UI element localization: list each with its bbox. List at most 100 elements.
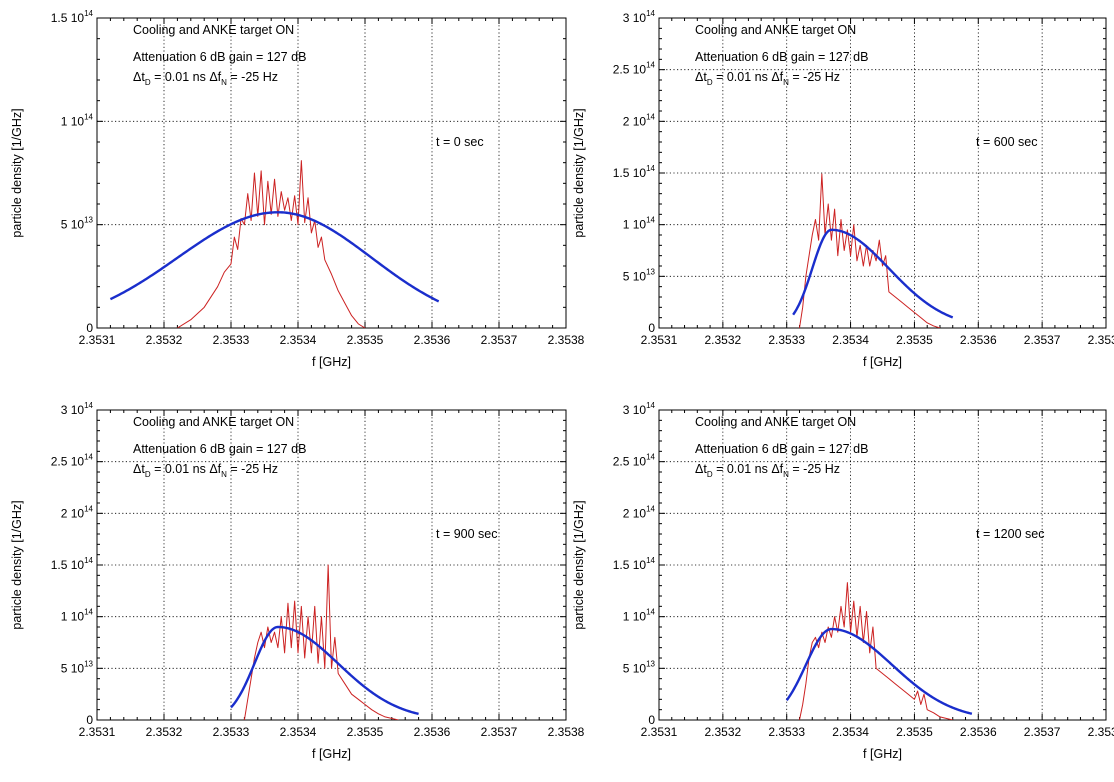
y-tick-label: 1.5 1014 xyxy=(51,9,94,25)
x-tick-label: 2.3538 xyxy=(548,333,585,347)
x-axis-label: f [GHz] xyxy=(312,747,351,761)
annotation-delays: ΔtD = 0.01 ns ΔfN = -25 Hz xyxy=(695,462,840,479)
y-tick-label: 1 1014 xyxy=(61,112,94,128)
y-tick-label: 1 1014 xyxy=(623,608,656,624)
x-tick-label: 2.3536 xyxy=(414,725,451,739)
x-axis-label: f [GHz] xyxy=(312,355,351,369)
x-tick-label: 2.3532 xyxy=(705,725,742,739)
y-axis-label: particle density [1/GHz] xyxy=(572,500,586,629)
measured-spectrum-line xyxy=(799,582,953,720)
y-tick-label: 2 1014 xyxy=(61,504,94,520)
annotation-settings: Attenuation 6 dB gain = 127 dB xyxy=(133,50,306,64)
series-group xyxy=(785,582,973,720)
chart-panel-3: 2.3531 2.3532 2.3533 2.3534 2.3535 2.3536 2.35… xyxy=(10,401,585,761)
grid xyxy=(659,410,1106,720)
measured-spectrum-line xyxy=(177,160,366,328)
plot-frame xyxy=(96,17,567,329)
fit-curve-line xyxy=(109,211,440,303)
y-tick-label: 2.5 1014 xyxy=(51,453,94,469)
grid xyxy=(97,410,566,720)
annotation-delays: ΔtD = 0.01 ns ΔfN = -25 Hz xyxy=(133,70,278,87)
annotation-settings: Attenuation 6 dB gain = 127 dB xyxy=(695,442,868,456)
x-tick-label: 2.3534 xyxy=(280,725,317,739)
series-group xyxy=(109,160,440,328)
fit-curve-line xyxy=(792,228,954,319)
x-tick-label: 2.3536 xyxy=(414,333,451,347)
fit-curve-line xyxy=(230,625,419,716)
chart-panel-2: 2.3531 2.3532 2.3533 2.3534 2.3535 2.3536 2.35… xyxy=(572,9,1114,369)
y-tick-label: 2.5 1014 xyxy=(613,61,656,77)
y-tick-label: 2 1014 xyxy=(623,112,656,128)
fit-curve-line xyxy=(785,627,973,715)
y-axis-label: particle density [1/GHz] xyxy=(10,108,24,237)
x-tick-label: 2.3534 xyxy=(832,333,869,347)
y-tick-label: 5 1013 xyxy=(61,659,94,675)
x-tick-label: 2.3537 xyxy=(481,725,518,739)
annotation-time: t = 600 sec xyxy=(976,135,1038,149)
series-group xyxy=(230,564,419,720)
x-tick-label: 2.3536 xyxy=(960,725,997,739)
y-tick-label: 1 1014 xyxy=(61,608,94,624)
x-tick-label: 2.3533 xyxy=(213,725,250,739)
y-tick-label: 5 1013 xyxy=(623,267,656,283)
x-tick-label: 2.3532 xyxy=(146,725,183,739)
y-tick-label: 0 xyxy=(86,321,93,335)
annotation-time: t = 900 sec xyxy=(436,527,498,541)
x-tick-label: 2.3536 xyxy=(960,333,997,347)
x-tick-label: 2.3537 xyxy=(1024,333,1061,347)
annotation-title: Cooling and ANKE target ON xyxy=(133,23,294,37)
y-axis-label: particle density [1/GHz] xyxy=(10,500,24,629)
annotation-time: t = 1200 sec xyxy=(976,527,1044,541)
y-tick-label: 5 1013 xyxy=(61,216,94,232)
axis-ticks xyxy=(96,410,566,721)
axis-ticks xyxy=(658,410,1106,721)
annotation-settings: Attenuation 6 dB gain = 127 dB xyxy=(133,442,306,456)
grid xyxy=(659,18,1106,328)
x-tick-label: 2.3531 xyxy=(641,333,678,347)
y-axis-label: particle density [1/GHz] xyxy=(572,108,586,237)
x-tick-label: 2.3534 xyxy=(280,333,317,347)
axis-ticks xyxy=(658,18,1106,329)
y-tick-label: 0 xyxy=(86,713,93,727)
x-tick-label: 2.3535 xyxy=(347,333,384,347)
annotation-title: Cooling and ANKE target ON xyxy=(133,415,294,429)
x-tick-label: 2.3531 xyxy=(79,725,116,739)
x-axis-label: f [GHz] xyxy=(863,747,902,761)
y-tick-label: 5 1013 xyxy=(623,659,656,675)
x-tick-label: 2.3535 xyxy=(896,725,933,739)
y-tick-label: 3 1014 xyxy=(623,401,656,417)
measured-spectrum-line xyxy=(243,564,399,720)
x-tick-label: 2.3533 xyxy=(768,725,805,739)
x-tick-label: 2.3531 xyxy=(79,333,116,347)
x-tick-label: 2.3535 xyxy=(347,725,384,739)
x-tick-label: 2.3533 xyxy=(213,333,250,347)
series-group xyxy=(792,173,954,328)
y-tick-label: 1.5 1014 xyxy=(613,164,656,180)
annotation-title: Cooling and ANKE target ON xyxy=(695,23,856,37)
x-tick-label: 2.3531 xyxy=(641,725,678,739)
chart-panel-1: 2.3531 2.3532 2.3533 2.3534 2.3535 2.3536 2.35… xyxy=(10,9,585,369)
x-tick-label: 2.3532 xyxy=(146,333,183,347)
y-tick-label: 2.5 1014 xyxy=(613,453,656,469)
x-tick-label: 2.3534 xyxy=(832,725,869,739)
y-tick-label: 0 xyxy=(648,713,655,727)
x-tick-label: 2.3538 xyxy=(1088,333,1114,347)
x-tick-label: 2.3537 xyxy=(1024,725,1061,739)
y-tick-label: 1.5 1014 xyxy=(51,556,94,572)
annotation-title: Cooling and ANKE target ON xyxy=(695,415,856,429)
y-tick-label: 2 1014 xyxy=(623,504,656,520)
measured-spectrum-line xyxy=(798,173,941,328)
y-tick-label: 1.5 1014 xyxy=(613,556,656,572)
x-tick-label: 2.3538 xyxy=(1088,725,1114,739)
annotation-delays: ΔtD = 0.01 ns ΔfN = -25 Hz xyxy=(133,462,278,479)
grid xyxy=(97,18,566,328)
x-tick-label: 2.3533 xyxy=(768,333,805,347)
y-tick-label: 3 1014 xyxy=(61,401,94,417)
x-axis-label: f [GHz] xyxy=(863,355,902,369)
x-tick-label: 2.3538 xyxy=(548,725,585,739)
y-tick-label: 3 1014 xyxy=(623,9,656,25)
annotation-settings: Attenuation 6 dB gain = 127 dB xyxy=(695,50,868,64)
x-tick-label: 2.3537 xyxy=(481,333,518,347)
chart-panel-4: 2.3531 2.3532 2.3533 2.3534 2.3535 2.3536 2.35… xyxy=(572,401,1114,761)
x-tick-label: 2.3535 xyxy=(896,333,933,347)
